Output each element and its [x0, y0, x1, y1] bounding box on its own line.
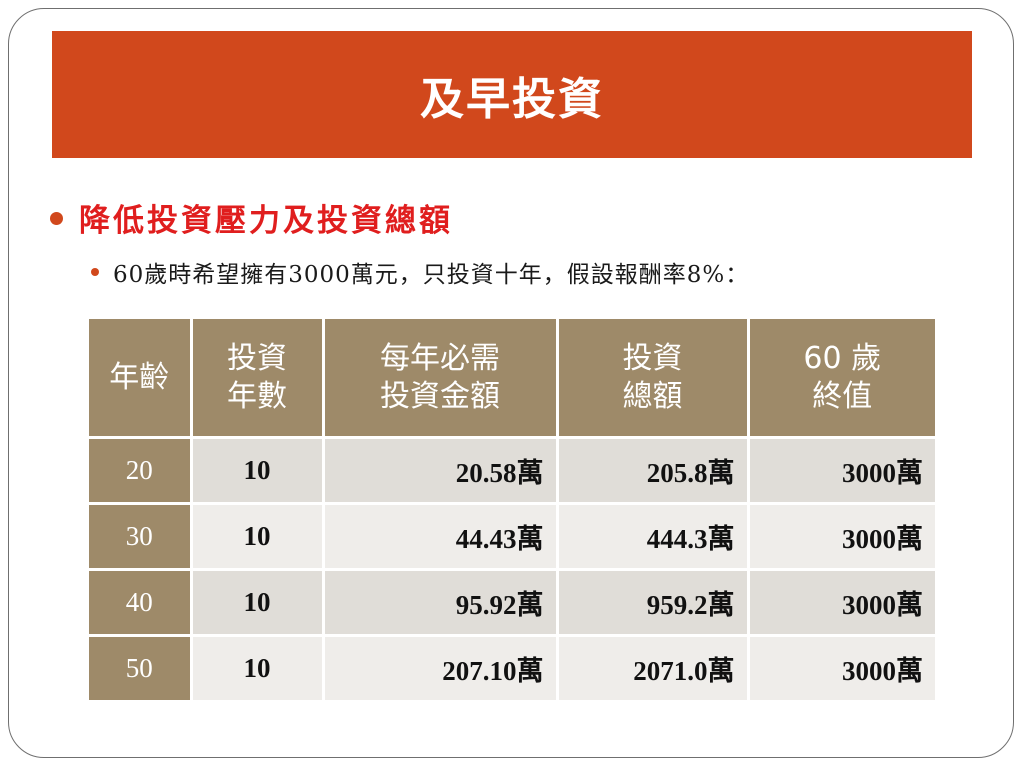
bullet-dot-small-icon: [91, 268, 99, 276]
bullet-sub-text: 60歲時希望擁有3000萬元，只投資十年，假設報酬率8%：: [113, 262, 750, 288]
table-header-row: 年齡 投資 年數 每年必需 投資金額 投資 總額 60 歲終值: [89, 319, 935, 439]
cell-total: 959.2萬: [557, 569, 750, 637]
cell-years: 10: [191, 437, 325, 505]
header-total-investment: 投資 總額: [557, 319, 750, 439]
title-bar: 及早投資: [52, 31, 972, 158]
table-row: 30 10 44.43萬 444.3萬 3000萬: [89, 503, 935, 571]
header-final-value: 60 歲終值: [748, 319, 935, 439]
bullet-sub: 60歲時希望擁有3000萬元，只投資十年，假設報酬率8%：: [91, 255, 749, 289]
cell-years: 10: [191, 569, 325, 637]
cell-final: 3000萬: [748, 569, 935, 637]
bullet-dot-icon: [50, 212, 63, 225]
cell-final: 3000萬: [748, 503, 935, 571]
cell-years: 10: [191, 635, 325, 700]
slide-title: 及早投資: [420, 73, 604, 125]
cell-total: 444.3萬: [557, 503, 750, 571]
cell-age: 20: [89, 437, 193, 505]
cell-age: 30: [89, 503, 193, 571]
cell-annual: 95.92萬: [323, 569, 559, 637]
cell-final: 3000萬: [748, 635, 935, 700]
table-row: 20 10 20.58萬 205.8萬 3000萬: [89, 437, 935, 505]
header-years: 投資 年數: [191, 319, 325, 439]
cell-annual: 207.10萬: [323, 635, 559, 700]
cell-final: 3000萬: [748, 437, 935, 505]
investment-table: 年齡 投資 年數 每年必需 投資金額 投資 總額 60 歲終值 20 10 20.58…: [89, 319, 935, 700]
table-row: 40 10 95.92萬 959.2萬 3000萬: [89, 569, 935, 637]
bullet-main: 降低投資壓力及投資總額: [50, 195, 453, 240]
cell-total: 2071.0萬: [557, 635, 750, 700]
header-annual-investment: 每年必需 投資金額: [323, 319, 559, 439]
cell-annual: 44.43萬: [323, 503, 559, 571]
bullet-main-text: 降低投資壓力及投資總額: [79, 203, 453, 239]
cell-age: 50: [89, 635, 193, 700]
header-age: 年齡: [89, 319, 193, 439]
cell-annual: 20.58萬: [323, 437, 559, 505]
cell-years: 10: [191, 503, 325, 571]
cell-total: 205.8萬: [557, 437, 750, 505]
cell-age: 40: [89, 569, 193, 637]
table-row: 50 10 207.10萬 2071.0萬 3000萬: [89, 635, 935, 700]
